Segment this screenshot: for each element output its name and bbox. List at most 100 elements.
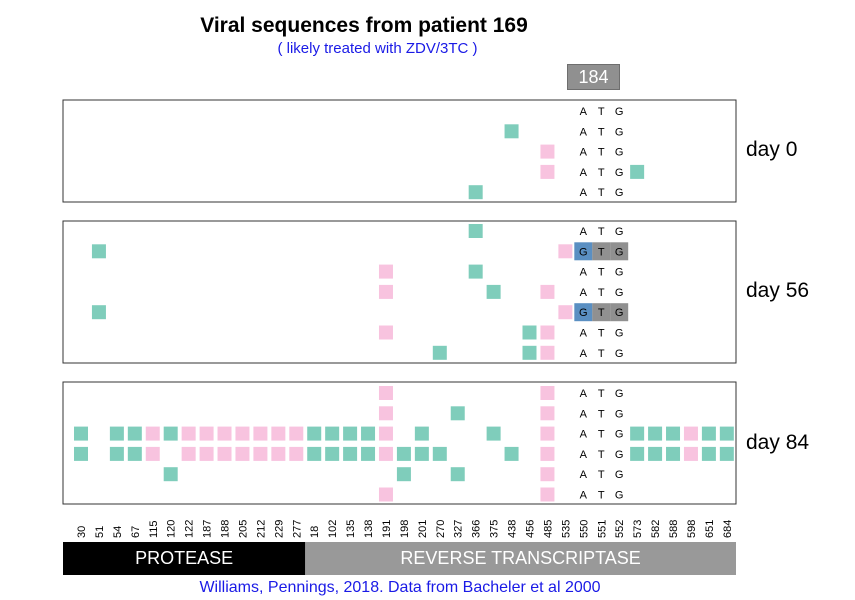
region-bar <box>63 542 306 575</box>
mutation-cell <box>361 446 376 461</box>
mutation-cell <box>558 244 573 259</box>
codon-highlight <box>574 242 593 261</box>
codon-letter: G <box>615 287 624 299</box>
mutation-cell <box>181 426 196 441</box>
highlight-position-label: 184 <box>567 64 620 90</box>
mutation-cell <box>558 305 573 320</box>
mutation-cell <box>378 487 393 502</box>
mutation-cell <box>468 224 483 238</box>
mutation-cell <box>468 185 483 200</box>
mutation-cell <box>432 345 447 360</box>
codon-letter: T <box>598 226 605 238</box>
mutation-cell <box>540 345 555 360</box>
codon-letter: T <box>598 147 605 159</box>
position-tick-label: 30 <box>76 526 88 538</box>
codon-highlight <box>592 303 611 322</box>
region-label: PROTEASE <box>135 548 233 568</box>
codon-letter: A <box>580 449 588 461</box>
position-tick-label: 198 <box>399 520 411 538</box>
mutation-cell <box>163 467 178 482</box>
mutation-cell <box>396 467 411 482</box>
codon-letter: G <box>615 469 624 481</box>
mutation-cell <box>486 284 501 299</box>
mutation-cell <box>666 426 681 441</box>
position-tick-label: 684 <box>722 520 734 538</box>
mutation-cell <box>307 426 322 441</box>
codon-letter: G <box>615 147 624 159</box>
panel-label-day-84: day 84 <box>746 431 810 454</box>
mutation-cell <box>540 426 555 441</box>
mutation-cell <box>235 446 250 461</box>
codon-letter: G <box>615 328 624 340</box>
mutation-cell <box>522 345 537 360</box>
mutation-cell <box>540 144 555 159</box>
mutation-cell <box>127 426 142 441</box>
codon-letter: A <box>580 388 588 400</box>
codon-highlight <box>610 303 629 322</box>
mutation-cell <box>307 446 322 461</box>
position-tick-label: 201 <box>417 520 429 538</box>
codon-letter: T <box>598 449 605 461</box>
mutation-cell <box>540 284 555 299</box>
codon-letter: G <box>615 429 624 441</box>
codon-letter: A <box>580 348 588 360</box>
codon-letter: G <box>615 246 624 258</box>
codon-letter: A <box>580 106 588 118</box>
mutation-cell <box>325 426 340 441</box>
mutation-cell <box>343 426 358 441</box>
codon-letter: T <box>598 267 605 279</box>
mutation-cell <box>540 386 555 400</box>
mutation-cell <box>217 426 232 441</box>
codon-letter: T <box>598 388 605 400</box>
position-tick-label: 375 <box>489 520 501 538</box>
mutation-cell <box>74 446 88 461</box>
position-tick-label: 550 <box>578 520 590 538</box>
mutation-cell <box>414 426 429 441</box>
mutation-cell <box>289 426 304 441</box>
codon-letter: T <box>598 246 605 258</box>
position-tick-label: 588 <box>668 520 680 538</box>
codon-letter: G <box>579 246 588 258</box>
codon-letter: G <box>615 307 624 319</box>
position-tick-label: 18 <box>309 526 321 538</box>
mutation-cell <box>701 426 716 441</box>
codon-letter: T <box>598 408 605 420</box>
position-tick-label: 67 <box>130 526 142 538</box>
codon-letter: G <box>615 348 624 360</box>
mutation-cell <box>378 386 393 400</box>
position-tick-label: 598 <box>686 520 698 538</box>
mutation-cell <box>540 446 555 461</box>
mutation-cell <box>648 426 663 441</box>
codon-letter: A <box>580 226 588 238</box>
position-tick-label: 573 <box>632 520 644 538</box>
position-tick-label: 54 <box>112 526 124 538</box>
codon-letter: A <box>580 287 588 299</box>
mutation-cell <box>486 426 501 441</box>
codon-letter: G <box>615 449 624 461</box>
mutation-cell <box>630 164 645 179</box>
position-tick-label: 212 <box>255 520 267 538</box>
position-tick-label: 582 <box>650 520 662 538</box>
codon-letter: G <box>615 490 624 502</box>
codon-letter: T <box>598 348 605 360</box>
mutation-cell <box>378 406 393 421</box>
codon-letter: T <box>598 187 605 199</box>
position-tick-label: 138 <box>363 520 375 538</box>
codon-letter: T <box>598 106 605 118</box>
chart-subtitle: ( likely treated with ZDV/3TC ) <box>277 40 478 57</box>
panel-label-day-0: day 0 <box>746 138 798 161</box>
codon-letter: A <box>580 328 588 340</box>
codon-letter: G <box>615 167 624 179</box>
codon-letter: G <box>579 307 588 319</box>
codon-letter: A <box>580 267 588 279</box>
codon-letter: A <box>580 408 588 420</box>
panel-label-day-56: day 56 <box>746 279 810 302</box>
codon-letter: G <box>615 126 624 138</box>
mutation-cell <box>378 446 393 461</box>
position-tick-label: 485 <box>542 520 554 538</box>
codon-highlight <box>610 242 629 261</box>
codon-letter: A <box>580 126 588 138</box>
position-tick-label: 122 <box>184 520 196 538</box>
mutation-cell <box>289 446 304 461</box>
